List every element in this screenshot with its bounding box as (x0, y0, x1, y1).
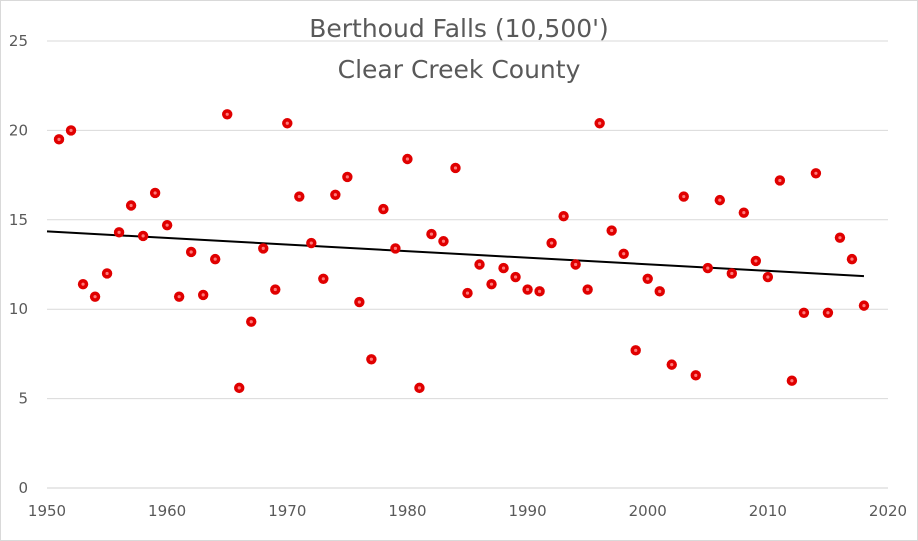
data-point (185, 246, 197, 258)
data-point (426, 228, 437, 240)
data-point (834, 232, 846, 243)
data-point (558, 211, 569, 222)
data-point (786, 375, 798, 386)
data-point (714, 194, 725, 206)
x-tick-label: 1970 (268, 502, 306, 520)
data-point (137, 230, 149, 242)
data-point (222, 109, 233, 120)
data-point (642, 273, 653, 285)
data-point (306, 237, 317, 249)
y-tick-label: 5 (18, 390, 28, 408)
data-point (113, 227, 125, 238)
data-point (89, 291, 101, 302)
data-point (654, 286, 665, 297)
data-point (77, 278, 89, 290)
data-point (173, 291, 185, 302)
data-point (630, 345, 641, 356)
data-point (318, 273, 329, 285)
data-point (342, 171, 353, 183)
data-point (690, 370, 701, 381)
data-point (774, 175, 786, 186)
data-point (726, 268, 738, 279)
data-point (246, 316, 257, 327)
data-point (702, 262, 713, 274)
data-point (294, 191, 305, 202)
x-tick-label: 2000 (629, 502, 667, 520)
y-tick-label: 20 (9, 121, 28, 139)
data-point (65, 125, 77, 136)
data-point (546, 237, 557, 249)
data-point (606, 225, 617, 236)
x-tick-label: 2010 (749, 502, 787, 520)
data-point (534, 286, 545, 297)
data-point (858, 300, 870, 311)
data-point (234, 382, 245, 394)
data-point (510, 271, 521, 283)
x-tick-label: 1980 (388, 502, 426, 520)
data-point (270, 284, 281, 295)
x-tick-label: 2020 (869, 502, 907, 520)
data-point (594, 118, 605, 129)
data-point (522, 284, 533, 295)
data-point (678, 191, 689, 202)
data-point (53, 134, 65, 145)
data-point (570, 259, 581, 270)
x-tick-label: 1960 (148, 502, 186, 520)
x-tick-label: 1990 (508, 502, 546, 520)
data-point (149, 187, 161, 199)
data-point (810, 168, 822, 179)
data-point (125, 200, 137, 211)
y-tick-label: 10 (9, 300, 28, 318)
data-point (282, 118, 293, 129)
data-point (161, 219, 173, 231)
data-point (402, 153, 413, 165)
y-tick-label: 25 (9, 32, 28, 50)
data-point (738, 207, 750, 218)
trendline (46, 230, 865, 278)
y-tick-label: 0 (18, 479, 28, 497)
x-tick-label: 1950 (28, 502, 66, 520)
data-point (666, 359, 677, 370)
data-point (486, 278, 497, 290)
data-points (53, 109, 870, 394)
data-point (474, 259, 485, 270)
data-point (750, 255, 762, 267)
gridlines (47, 40, 888, 489)
data-point (390, 243, 401, 254)
chart-title: Berthoud Falls (10,500') (309, 14, 609, 43)
data-point (414, 382, 425, 394)
data-point (762, 271, 774, 283)
y-tick-label: 15 (9, 211, 28, 229)
data-point (378, 203, 389, 215)
trendline-group (46, 230, 865, 278)
data-point (330, 189, 341, 200)
data-point (438, 236, 449, 247)
data-point (582, 284, 593, 295)
data-point (498, 262, 509, 274)
y-axis-ticks: 0 5 10 15 20 25 (9, 32, 28, 497)
data-point (846, 253, 858, 265)
data-point (366, 354, 377, 365)
data-point (258, 243, 269, 254)
chart-subtitle: Clear Creek County (337, 55, 581, 84)
data-point (101, 268, 113, 279)
data-point (354, 296, 365, 308)
data-point (450, 162, 461, 174)
data-point (210, 253, 221, 265)
data-point (798, 307, 810, 318)
x-axis-ticks: 1950 1960 1970 1980 1990 2000 2010 2020 (28, 502, 907, 520)
data-point (822, 307, 834, 318)
data-point (197, 289, 209, 301)
data-point (618, 248, 629, 259)
data-point (462, 287, 473, 299)
